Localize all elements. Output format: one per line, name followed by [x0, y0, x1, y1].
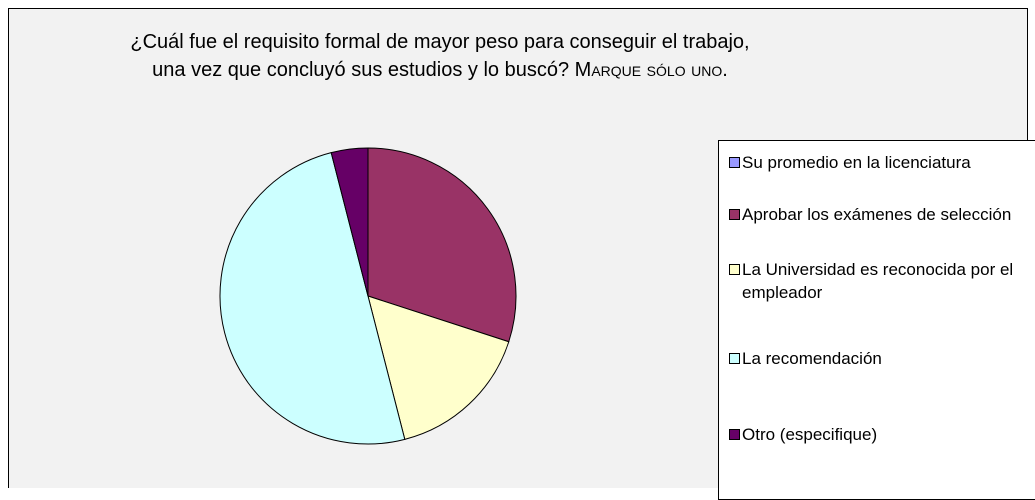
legend-label: Otro (especifique) — [742, 425, 878, 444]
page: {"chart_data": {"type": "pie", "title": … — [8, 8, 1035, 500]
pie — [219, 147, 517, 445]
legend-swatch — [729, 157, 740, 168]
legend-entry: La Universidad es reconocida por el empl… — [729, 258, 1029, 304]
pie-slice — [367, 147, 517, 343]
legend-entry: Su promedio en la licenciatura — [729, 151, 1029, 174]
legend-entry: Aprobar los exámenes de selección — [729, 203, 1029, 226]
legend-label: La recomendación — [742, 349, 882, 368]
legend-swatch — [729, 429, 740, 440]
chart-title: ¿Cuál fue el requisito formal de mayor p… — [130, 28, 750, 84]
legend-entry: La recomendación — [729, 347, 1029, 370]
legend-swatch — [729, 209, 740, 220]
pie-slice — [330, 147, 369, 297]
legend-label: La Universidad es reconocida por el empl… — [742, 260, 1014, 302]
legend-swatch — [729, 264, 740, 275]
legend-label: Su promedio en la licenciatura — [742, 153, 971, 172]
pie-slice — [219, 152, 406, 445]
title-text: ¿Cuál fue el requisito formal de mayor p… — [130, 31, 750, 81]
legend-entry: Otro (especifique) — [729, 423, 1029, 446]
legend: Su promedio en la licenciatura Aprobar lo… — [718, 140, 1035, 500]
title-suffix: Marque sólo uno. — [574, 59, 728, 81]
legend-label: Aprobar los exámenes de selección — [742, 205, 1012, 224]
pie-slice — [367, 295, 510, 440]
legend-swatch — [729, 353, 740, 364]
